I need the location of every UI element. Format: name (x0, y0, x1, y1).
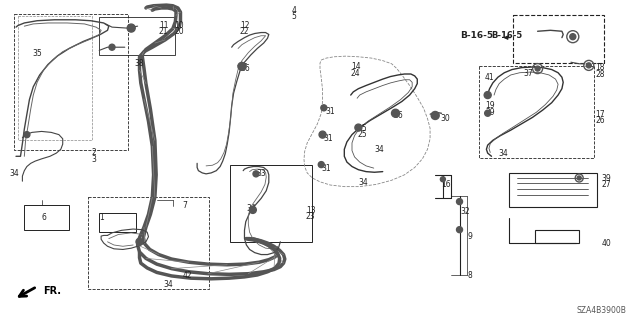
Text: B-16-5: B-16-5 (460, 31, 493, 40)
Text: 3: 3 (92, 155, 97, 164)
Circle shape (319, 131, 326, 138)
Text: 24: 24 (351, 69, 360, 78)
Circle shape (238, 62, 246, 70)
Text: 36: 36 (240, 64, 250, 73)
Circle shape (321, 105, 327, 111)
Bar (24, 205, 69, 230)
Text: 42: 42 (182, 271, 192, 279)
Text: 21: 21 (159, 27, 168, 36)
Text: 4: 4 (291, 6, 296, 15)
Text: 30: 30 (440, 114, 450, 123)
Text: 13: 13 (306, 206, 316, 215)
Text: 41: 41 (485, 73, 495, 82)
Bar (230, 165, 312, 242)
Text: 12: 12 (240, 21, 250, 30)
Text: 33: 33 (256, 169, 266, 178)
Text: 18: 18 (595, 63, 605, 72)
Text: 17: 17 (595, 110, 605, 119)
Bar (99, 213, 136, 232)
Circle shape (456, 199, 463, 204)
Text: 25: 25 (357, 130, 367, 139)
Text: 11: 11 (159, 21, 168, 30)
Bar (99, 17, 175, 55)
Circle shape (136, 238, 143, 245)
Text: 34: 34 (498, 149, 508, 158)
Circle shape (484, 92, 491, 99)
Circle shape (431, 111, 439, 120)
Text: 38: 38 (134, 59, 144, 68)
Text: 28: 28 (595, 70, 605, 78)
Text: SZA4B3900B: SZA4B3900B (576, 306, 626, 315)
Text: 32: 32 (461, 207, 470, 216)
Circle shape (253, 171, 259, 177)
Text: 34: 34 (358, 178, 368, 187)
Circle shape (484, 110, 491, 116)
Text: 36: 36 (394, 111, 403, 120)
Text: 23: 23 (306, 212, 316, 221)
Circle shape (535, 66, 540, 71)
Text: 34: 34 (10, 169, 19, 178)
Circle shape (456, 227, 463, 233)
Text: FR.: FR. (44, 286, 61, 295)
Text: 34: 34 (163, 280, 173, 289)
Text: 34: 34 (246, 204, 256, 213)
Text: 6: 6 (42, 213, 47, 222)
Circle shape (577, 176, 581, 180)
Circle shape (318, 162, 324, 167)
Text: 2: 2 (92, 148, 96, 157)
Text: B-16-5: B-16-5 (492, 31, 523, 40)
Text: 31: 31 (321, 164, 331, 173)
Circle shape (127, 24, 135, 32)
Text: 19: 19 (485, 101, 495, 110)
Text: 22: 22 (240, 27, 250, 36)
Text: 15: 15 (357, 124, 367, 133)
Text: 31: 31 (323, 134, 333, 143)
Bar (88, 197, 209, 289)
Text: 39: 39 (602, 174, 611, 183)
Text: 35: 35 (32, 49, 42, 58)
Text: 34: 34 (374, 145, 384, 154)
Circle shape (250, 206, 256, 213)
Text: 14: 14 (351, 62, 360, 71)
Text: 7: 7 (182, 201, 188, 210)
Bar (513, 15, 604, 63)
Text: 20: 20 (174, 27, 184, 36)
Text: 29: 29 (485, 108, 495, 117)
Circle shape (109, 44, 115, 50)
Text: 40: 40 (602, 239, 611, 248)
Bar (509, 173, 597, 207)
Bar (535, 230, 579, 243)
Text: 27: 27 (602, 180, 611, 189)
Text: 9: 9 (467, 232, 472, 241)
Bar (18, 16, 92, 140)
Text: 10: 10 (174, 21, 184, 30)
Text: 8: 8 (467, 271, 472, 279)
Text: 37: 37 (524, 69, 533, 78)
Circle shape (570, 34, 576, 40)
Circle shape (355, 124, 362, 131)
Text: 31: 31 (325, 107, 335, 116)
Text: 26: 26 (595, 116, 605, 125)
Text: 5: 5 (291, 12, 296, 21)
Circle shape (24, 132, 30, 137)
Circle shape (392, 109, 399, 117)
Bar (479, 66, 594, 158)
Circle shape (440, 177, 445, 182)
Text: 1: 1 (99, 213, 104, 222)
Circle shape (586, 63, 591, 68)
Text: 16: 16 (442, 180, 451, 189)
Bar (14, 14, 128, 150)
